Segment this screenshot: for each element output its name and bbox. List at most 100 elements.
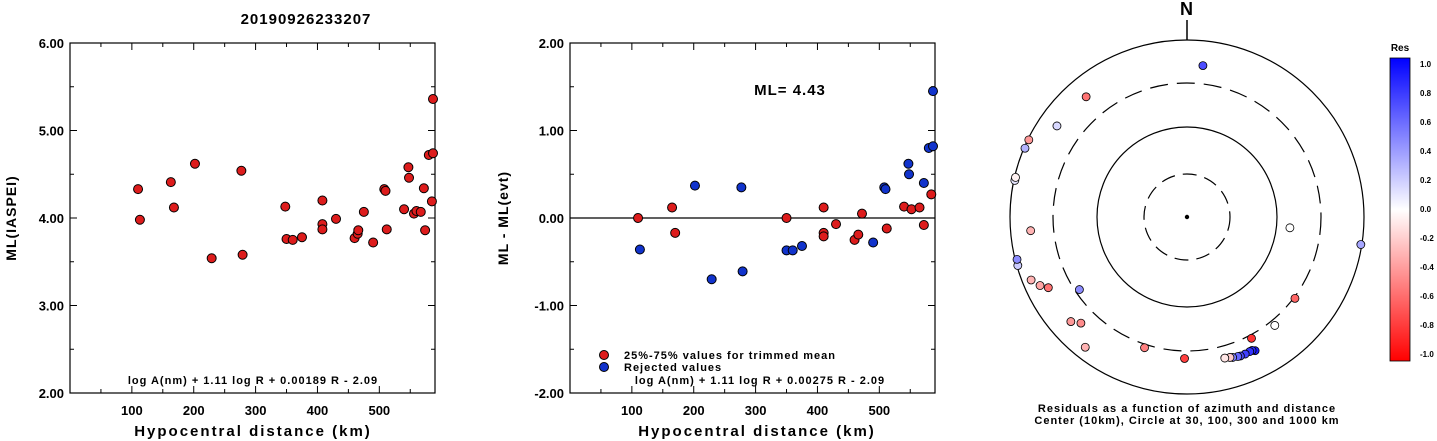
- ml-annotation: ML= 4.43: [754, 82, 826, 99]
- y-tick-label: 6.00: [39, 36, 64, 51]
- data-point: [399, 204, 410, 215]
- x-tick-label: 300: [745, 403, 767, 418]
- x-tick-label: 100: [121, 403, 143, 418]
- y-tick-label: -2.00: [534, 386, 564, 401]
- formula-label: log A(nm) + 1.11 log R + 0.00275 R - 2.0…: [635, 375, 885, 387]
- data-point: [736, 182, 747, 193]
- station-marker: [1024, 135, 1034, 145]
- data-point: [918, 220, 929, 230]
- magnitude-vs-distance-chart: 2.00 3.00 4.00 5.00 6.00 100 200 300 400 500 Hyp…: [3, 36, 438, 440]
- colorbar-label: 0.2: [1420, 176, 1432, 185]
- data-point: [880, 184, 891, 195]
- data-point: [403, 162, 414, 173]
- y-tick-label: 2.00: [39, 386, 64, 401]
- legend-marker-trimmed: [599, 350, 609, 360]
- data-point: [317, 224, 328, 235]
- data-point: [928, 86, 938, 97]
- data-point: [781, 213, 792, 223]
- station-marker: [1011, 173, 1020, 182]
- station-marker: [1247, 333, 1256, 343]
- y-tick-label: 3.00: [39, 299, 64, 314]
- data-point: [903, 158, 914, 169]
- colorbar-label: 0.0: [1420, 205, 1432, 214]
- y-axis-label: ML(IASPEI): [3, 175, 19, 260]
- x-tick-label: 200: [683, 403, 705, 418]
- residual-vs-distance-chart: -2.00 -1.00 0.00 1.00 2.00 100 200 300 400 500 H…: [495, 36, 938, 440]
- data-point: [918, 178, 929, 188]
- caption-line1: Residuals as a function of azimuth and d…: [1038, 403, 1336, 415]
- station-markers: [1010, 61, 1366, 363]
- station-marker: [1035, 281, 1045, 290]
- x-tick-label: 100: [621, 403, 643, 418]
- center-dot: [1184, 214, 1190, 220]
- station-marker: [1076, 318, 1086, 328]
- data-point: [904, 169, 915, 180]
- data-point: [165, 177, 176, 188]
- station-marker: [1180, 354, 1189, 363]
- data-point: [868, 237, 879, 248]
- station-marker: [1270, 321, 1280, 330]
- data-point: [428, 94, 438, 104]
- tick-marks: [70, 42, 435, 394]
- data-point: [287, 234, 298, 245]
- x-tick-label: 300: [245, 403, 267, 418]
- data-point: [381, 224, 392, 235]
- x-tick-labels: 100 200 300 400 500: [621, 403, 890, 418]
- azimuth-distance-polar-plot: N Residuals as a function of azimuth and…: [1009, 0, 1366, 427]
- data-point: [428, 148, 438, 159]
- station-marker: [1026, 275, 1036, 285]
- y-tick-label: 2.00: [539, 36, 564, 51]
- data-point: [928, 141, 938, 152]
- x-tick-label: 400: [807, 403, 829, 418]
- data-point: [737, 266, 748, 277]
- station-marker: [1080, 342, 1090, 352]
- page-title: 20190926233207: [241, 11, 372, 28]
- ring-100km: [1096, 126, 1278, 308]
- caption-line2: Center (10km), Circle at 30, 100, 300 an…: [1034, 415, 1339, 427]
- data-point: [818, 202, 829, 213]
- data-point: [133, 184, 144, 195]
- data-point: [420, 225, 431, 236]
- station-marker: [1012, 254, 1022, 264]
- data-point: [380, 185, 391, 196]
- data-point: [134, 214, 145, 225]
- colorbar-labels: 1.0 0.8 0.6 0.4 0.2 0.0 -0.2 -0.4 -0.6 -0.8 -1.0: [1420, 60, 1434, 359]
- data-point: [831, 219, 842, 230]
- legend-marker-rejected: [599, 362, 609, 372]
- station-marker: [1220, 353, 1230, 363]
- station-marker: [1285, 223, 1295, 233]
- data-point: [633, 213, 644, 223]
- station-marker: [1020, 143, 1030, 153]
- formula-label: log A(nm) + 1.11 log R + 0.00189 R - 2.0…: [128, 375, 378, 387]
- data-point: [853, 229, 864, 240]
- data-point: [667, 202, 678, 213]
- station-marker: [1075, 285, 1084, 294]
- colorbar-title: Res: [1391, 43, 1410, 54]
- data-point: [206, 253, 217, 264]
- data-point: [415, 206, 426, 217]
- colorbar-label: 0.4: [1420, 147, 1432, 156]
- data-point: [418, 183, 429, 194]
- data-point: [796, 241, 807, 251]
- station-marker: [1198, 61, 1208, 70]
- x-tick-label: 500: [868, 403, 890, 418]
- legend: 25%-75% values for trimmed mean Rejected…: [599, 350, 836, 374]
- data-point: [634, 244, 645, 255]
- legend-label-trimmed: 25%-75% values for trimmed mean: [624, 350, 836, 362]
- colorbar-label: -0.8: [1420, 321, 1434, 330]
- data-point: [368, 237, 379, 248]
- station-marker: [1140, 343, 1149, 353]
- colorbar-label: 0.8: [1420, 89, 1432, 98]
- data-point: [914, 202, 925, 213]
- data-point: [787, 245, 798, 256]
- data-point: [926, 189, 937, 200]
- station-marker: [1043, 283, 1053, 293]
- data-point: [189, 158, 200, 169]
- ring-1000km: [1009, 39, 1365, 395]
- residual-colorbar: Res 1.0 0.8 0.6 0.4 0.2 0.0 -0.2 -0.4 -0.6 -0.8 -1…: [1389, 43, 1434, 362]
- y-tick-label: 0.00: [539, 211, 564, 226]
- data-point: [331, 213, 342, 224]
- ring-30km: [1143, 173, 1231, 261]
- station-marker: [1066, 317, 1076, 326]
- y-tick-labels: 2.00 3.00 4.00 5.00 6.00: [39, 36, 64, 401]
